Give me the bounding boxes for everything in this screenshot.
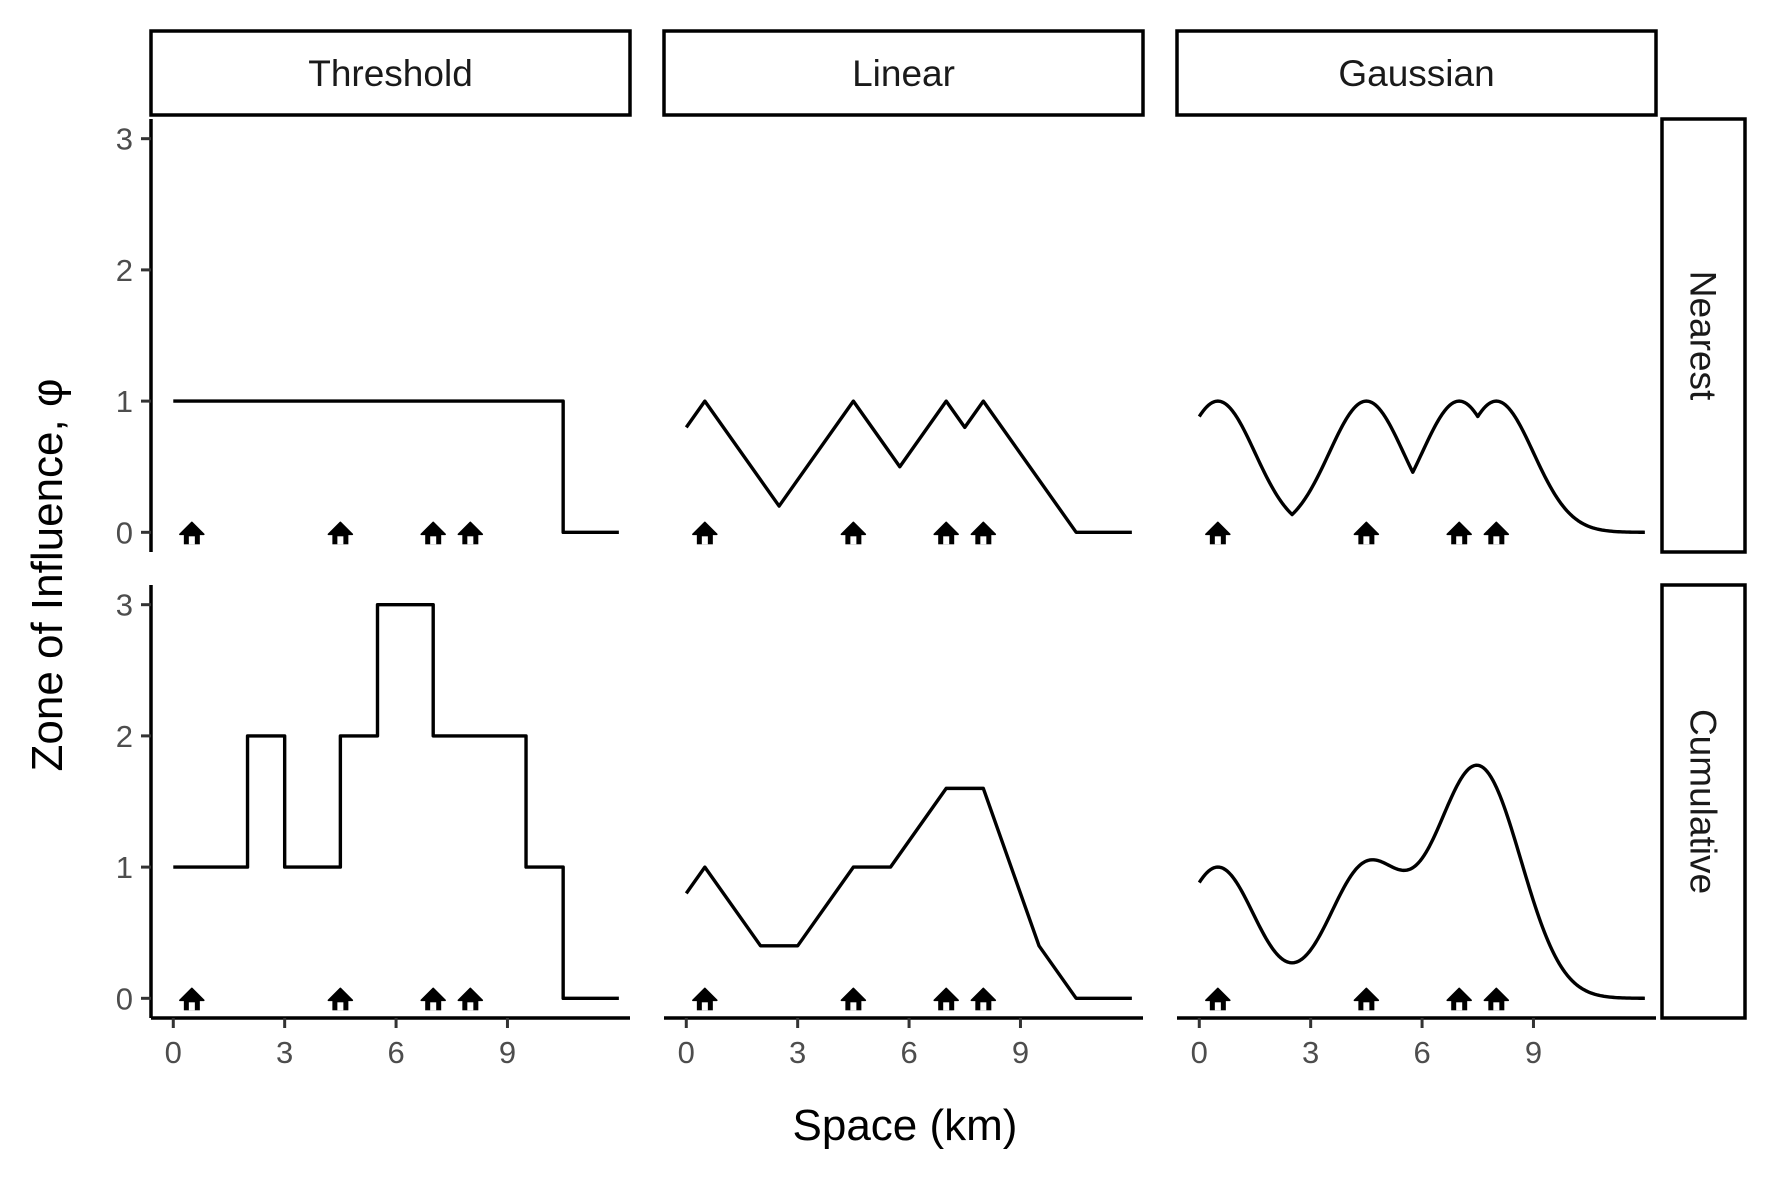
house-icon <box>1353 521 1380 545</box>
col-strip-threshold <box>149 29 632 117</box>
house-icon <box>840 987 867 1011</box>
house-icon <box>692 987 718 1011</box>
y-tick-label: 1 <box>116 850 133 885</box>
series-line-cumulative-linear <box>684 786 1132 1001</box>
x-tick-label: 9 <box>1525 1035 1542 1070</box>
row-strip-nearest <box>1660 117 1747 554</box>
house-icon <box>1483 521 1510 545</box>
row-strip-cumulative <box>1660 583 1747 1020</box>
col-strip-label: Linear <box>852 53 955 94</box>
house-icon <box>457 521 484 545</box>
house-icon <box>970 521 997 545</box>
x-tick-label: 6 <box>1413 1035 1430 1070</box>
x-tick-label: 9 <box>499 1035 516 1070</box>
series-line-nearest-linear <box>684 399 1132 535</box>
house-icon <box>692 521 718 545</box>
x-tick-label: 9 <box>1012 1035 1029 1070</box>
house-icon <box>1205 987 1231 1011</box>
x-tick-label: 3 <box>1302 1035 1319 1070</box>
house-icon <box>1483 987 1510 1011</box>
house-icon <box>933 521 959 545</box>
house-icon <box>327 987 354 1011</box>
house-icon <box>457 987 484 1011</box>
x-tick-label: 0 <box>165 1035 182 1070</box>
x-axis-title: Space (km) <box>793 1101 1018 1150</box>
row-strip-label: Cumulative <box>1683 709 1724 894</box>
y-tick-label: 1 <box>116 384 133 419</box>
x-tick-label: 6 <box>387 1035 404 1070</box>
house-icon <box>970 987 997 1011</box>
col-strip-gaussian <box>1175 29 1658 117</box>
x-tick-label: 6 <box>900 1035 917 1070</box>
house-icon <box>179 521 205 545</box>
x-tick-label: 0 <box>678 1035 695 1070</box>
y-axis-title: Zone of Influence, φ <box>23 379 72 772</box>
house-icon <box>179 987 205 1011</box>
house-icon <box>1446 521 1472 545</box>
col-strip-linear <box>662 29 1145 117</box>
house-icon <box>840 521 867 545</box>
series-line-nearest-threshold <box>173 399 619 535</box>
house-icon <box>1446 987 1472 1011</box>
house-icon <box>420 987 446 1011</box>
series-line-nearest-gaussian <box>1197 399 1645 534</box>
y-tick-label: 2 <box>116 253 133 288</box>
x-tick-label: 3 <box>276 1035 293 1070</box>
x-tick-label: 3 <box>789 1035 806 1070</box>
house-icon <box>420 521 446 545</box>
row-strip-label: Nearest <box>1683 271 1724 401</box>
col-strip-label: Gaussian <box>1338 53 1494 94</box>
y-tick-label: 0 <box>116 981 133 1016</box>
y-tick-label: 3 <box>116 122 133 157</box>
y-tick-label: 2 <box>116 719 133 754</box>
panels-layer: Threshold Linear Gaussian Nearest Cumulative… <box>116 29 1747 1070</box>
series-line-cumulative-gaussian <box>1197 763 1645 1000</box>
house-icon <box>327 521 354 545</box>
x-tick-label: 0 <box>1191 1035 1208 1070</box>
y-tick-label: 0 <box>116 515 133 550</box>
col-strip-label: Threshold <box>308 53 473 94</box>
house-icon <box>933 987 959 1011</box>
house-icon <box>1353 987 1380 1011</box>
house-icon <box>1205 521 1231 545</box>
y-tick-label: 3 <box>116 588 133 623</box>
series-line-cumulative-threshold <box>173 602 619 1001</box>
